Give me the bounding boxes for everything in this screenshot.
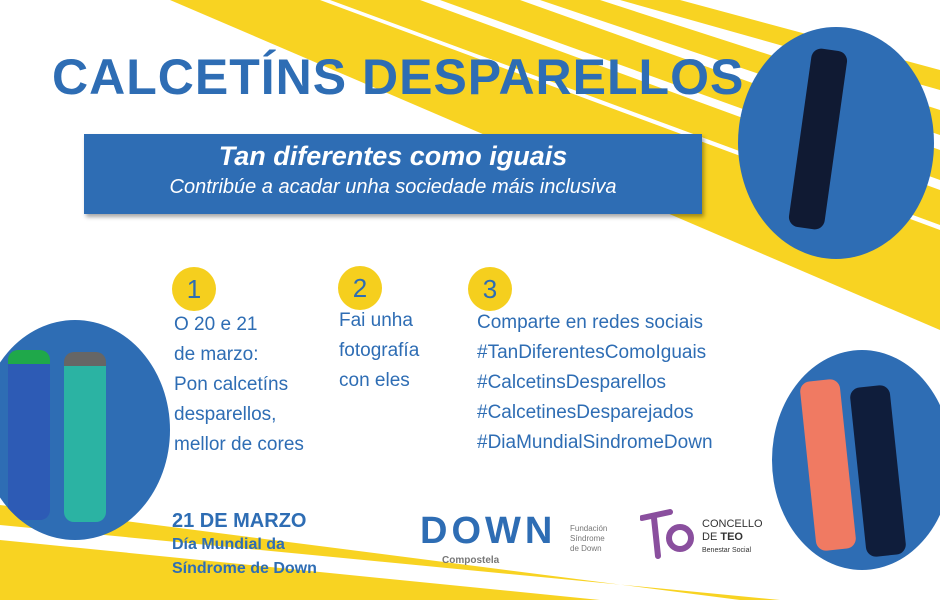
sock-image [8, 350, 50, 520]
org-line: Síndrome [570, 534, 605, 543]
sock-photo-top [738, 27, 934, 259]
step-line: Comparte en redes sociais [477, 312, 703, 333]
teo-line2-bold: TEO [720, 531, 743, 543]
step-3-badge: 3 [468, 267, 512, 311]
step-3-text: Comparte en redes sociais #TanDiferentes… [477, 308, 713, 458]
date-day: 21 DE MARZO [172, 510, 307, 532]
hashtag: #TanDiferentesComoIguais [477, 342, 707, 363]
hashtag: #DiaMundialSindromeDown [477, 432, 713, 453]
step-1-badge: 1 [172, 267, 216, 311]
slogan-banner: Tan diferentes como iguais Contribúe a a… [84, 134, 702, 214]
step-line: Fai unha [339, 310, 413, 331]
teo-line2-prefix: DE [702, 531, 721, 543]
teo-symbol-icon [640, 509, 694, 559]
sock-image [64, 352, 106, 522]
page-title: CALCETÍNS DESPARELLOS [52, 49, 745, 105]
slogan-subline: Contribúe a acadar unha sociedade máis i… [169, 176, 617, 198]
down-compostela-logo: DOWN Compostela Fundación Síndrome de Do… [420, 510, 620, 570]
step-line: de marzo: [174, 344, 259, 365]
step-2-text: Fai unha fotografía con eles [339, 306, 419, 396]
step-line: Pon calcetíns [174, 374, 289, 395]
step-line: desparellos, [174, 404, 277, 425]
step-2-badge: 2 [338, 266, 382, 310]
org-line: Fundación [570, 524, 608, 533]
date-line: Día Mundial da [172, 536, 285, 553]
concello-teo-logo: CONCELLO DE TEO Benestar Social [640, 508, 780, 563]
step-line: O 20 e 21 [174, 314, 258, 335]
teo-line1: CONCELLO [702, 518, 763, 530]
teo-line3: Benestar Social [702, 547, 752, 554]
step-line: con eles [339, 370, 410, 391]
date-line: Síndrome de Down [172, 560, 317, 577]
step-line: fotografía [339, 340, 420, 361]
hashtag: #CalcetinsDesparellos [477, 372, 667, 393]
org-line: de Down [570, 544, 602, 553]
down-logo-org: Fundación Síndrome de Down [570, 524, 607, 554]
step-line: mellor de cores [174, 434, 304, 455]
sock-image [799, 378, 857, 552]
sock-photo-left [0, 320, 170, 540]
sock-image [849, 384, 907, 558]
down-logo-text: DOWN [420, 510, 557, 552]
sock-image [787, 47, 849, 231]
step-1-text: O 20 e 21 de marzo: Pon calcetíns despar… [174, 310, 304, 460]
event-date: 21 DE MARZO Día Mundial da Síndrome de D… [172, 510, 317, 581]
stripe [0, 540, 600, 600]
slogan-headline: Tan diferentes como iguais [218, 141, 568, 171]
hashtag: #CalcetinesDesparejados [477, 402, 694, 423]
down-logo-sub: Compostela [442, 555, 500, 566]
sock-photo-right [772, 350, 940, 570]
teo-text: CONCELLO DE TEO Benestar Social [702, 518, 763, 557]
